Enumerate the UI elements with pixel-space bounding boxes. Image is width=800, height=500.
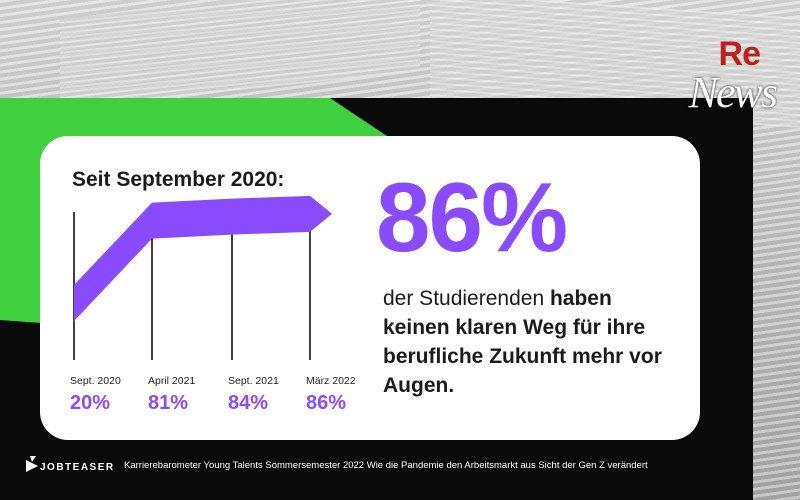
jobteaser-mark-icon xyxy=(26,456,38,472)
x-tick-label: März 2022 xyxy=(306,375,356,387)
data-label: 84% xyxy=(228,392,268,414)
footer-caption: Karrierebarometer Young Talents Sommerse… xyxy=(124,460,648,471)
logo-re: Re xyxy=(718,35,761,73)
jobteaser-logo: JOBTEASER xyxy=(26,456,115,473)
data-label: 81% xyxy=(148,392,188,414)
chart-title: Seit September 2020: xyxy=(72,168,285,191)
x-tick-label: Sept. 2021 xyxy=(228,375,279,387)
logo-news: News xyxy=(688,68,778,117)
x-tick-label: April 2021 xyxy=(148,375,195,387)
data-label: 20% xyxy=(70,392,110,414)
description-text: der Studierenden haben keinen klaren Weg… xyxy=(383,284,683,400)
headline-percentage: 86% xyxy=(376,162,568,272)
trend-series-band xyxy=(74,195,332,321)
data-label: 86% xyxy=(306,392,346,414)
description-part2: haben keinen klaren Weg für ihre berufli… xyxy=(383,287,662,397)
jobteaser-wordmark: JOBTEASER xyxy=(40,462,115,473)
x-tick-label: Sept. 2020 xyxy=(70,375,121,387)
renews-logo: Re News xyxy=(652,35,782,125)
info-card xyxy=(40,136,700,440)
description-part1: der Studierenden xyxy=(383,287,550,310)
